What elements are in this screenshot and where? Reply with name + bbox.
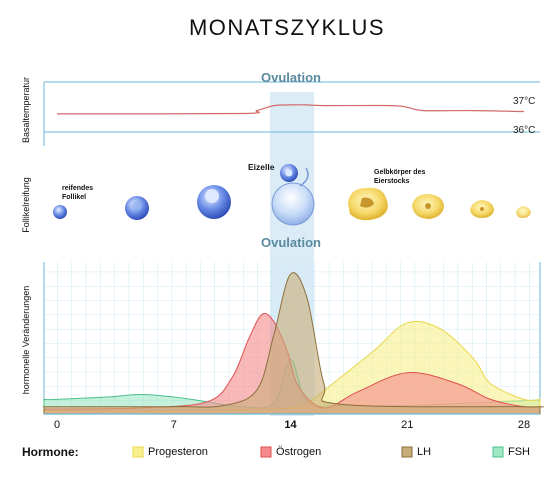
legend-item-oestrogen: Östrogen (260, 446, 321, 458)
ovulation-label-top: Ovulation (261, 70, 321, 85)
follicle-panel: Follikelreifung reifendes Follikel Eizel… (21, 162, 531, 233)
hormone-panel: hormonelle Veränderungen 0 7 14 21 28 Ovulat… (21, 235, 544, 431)
corpus-luteum-label-line1: Gelbkörper des (374, 169, 425, 176)
legend-label-progesteron: Progesteron (148, 446, 208, 458)
legend-label-fsh: FSH (508, 446, 530, 458)
follicle-ovulation (271, 164, 315, 226)
temp-37-label: 37°C (513, 96, 535, 107)
legend-title: Hormone: (22, 445, 79, 459)
corpus-luteum-stage-2 (412, 194, 444, 219)
corpus-luteum-stage-1 (348, 187, 388, 221)
x-tick-21: 21 (401, 419, 413, 431)
page-title: MONATSZYKLUS (189, 15, 385, 40)
temperature-panel: Basaltemperatur 37°C 36°C Ovulation (21, 70, 540, 146)
corpus-luteum-stage-4 (516, 206, 531, 218)
egg-label: Eizelle (248, 162, 275, 172)
hormone-areas (42, 272, 544, 415)
corpus-luteum-label-line2: Eierstocks (374, 178, 410, 185)
legend-swatch-lh (401, 446, 413, 458)
area-lh (42, 272, 544, 415)
corpus-luteum-stage-3 (470, 200, 494, 218)
follicle-stage-2 (125, 196, 149, 220)
x-axis-ticks: 0 7 14 21 28 (54, 419, 530, 431)
temperature-line (56, 104, 525, 115)
legend-item-lh: LH (401, 446, 431, 458)
legend: Hormone: Progesteron Östrogen LH FSH (22, 445, 530, 459)
follicle-stage-1 (53, 205, 67, 219)
x-tick-28: 28 (518, 419, 530, 431)
follicle-label-line2: Follikel (62, 194, 86, 201)
follicle-stage-3 (197, 185, 231, 219)
x-tick-14: 14 (284, 419, 297, 431)
follicle-axis-label: Follikelreifung (21, 177, 31, 233)
x-tick-0: 0 (54, 419, 60, 431)
follicle-label-line1: reifendes (62, 185, 93, 192)
legend-swatch-progesteron (132, 446, 144, 458)
ovulation-label-bottom: Ovulation (261, 235, 321, 250)
x-tick-7: 7 (171, 419, 177, 431)
legend-label-lh: LH (417, 446, 431, 458)
legend-item-fsh: FSH (492, 446, 530, 458)
hormone-axis-label: hormonelle Veränderungen (21, 286, 31, 395)
temp-36-label: 36°C (513, 125, 535, 136)
legend-item-progesteron: Progesteron (132, 446, 208, 458)
temperature-axis-label: Basaltemperatur (21, 77, 31, 143)
legend-label-oestrogen: Östrogen (276, 446, 321, 458)
legend-swatch-oestrogen (260, 446, 272, 458)
legend-swatch-fsh (492, 446, 504, 458)
